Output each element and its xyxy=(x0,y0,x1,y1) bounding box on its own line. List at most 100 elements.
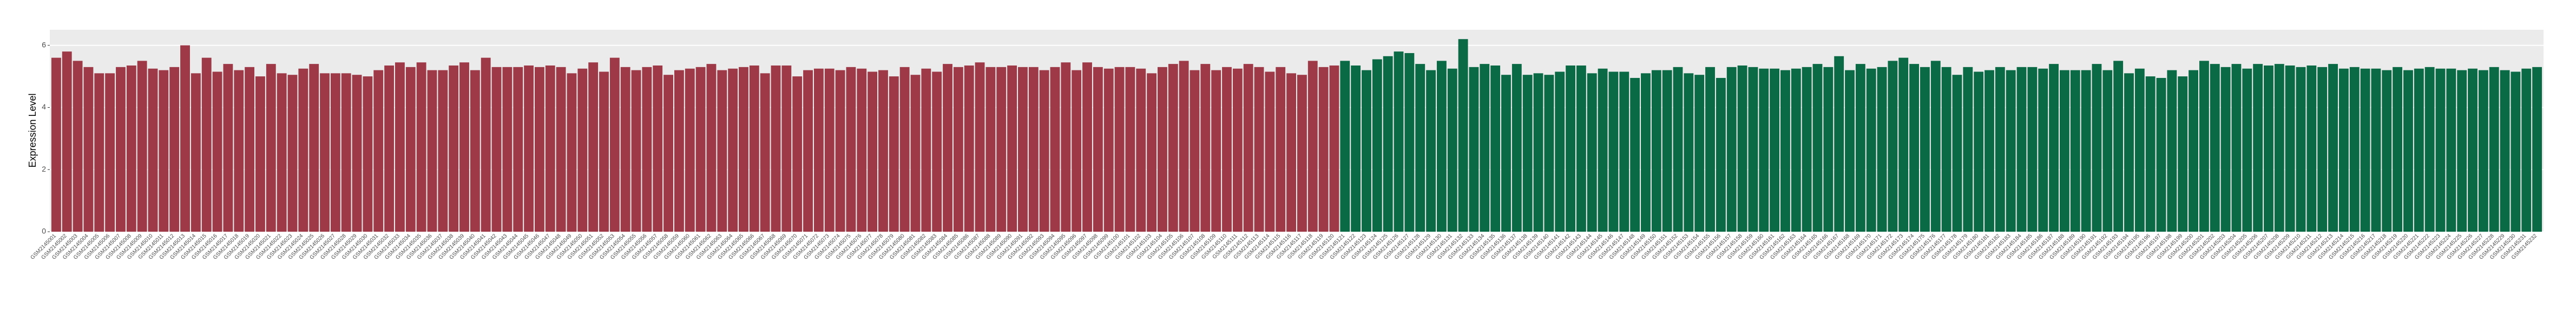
bar xyxy=(2092,64,2102,232)
bar xyxy=(609,57,620,232)
bar xyxy=(653,65,663,232)
bar xyxy=(2038,68,2048,232)
bar xyxy=(1200,64,1211,232)
bar xyxy=(1855,64,1865,232)
bar xyxy=(1812,64,1823,232)
y-tick-label: 4 xyxy=(42,102,46,111)
bar xyxy=(395,62,405,232)
bar xyxy=(1125,67,1135,232)
bar xyxy=(717,70,727,232)
bar xyxy=(1318,67,1329,232)
bar xyxy=(2242,68,2252,232)
bar xyxy=(1469,67,1479,232)
bar xyxy=(352,75,362,232)
bar xyxy=(2349,67,2360,232)
bar xyxy=(169,67,180,232)
bar xyxy=(1587,73,1597,232)
bar xyxy=(2102,70,2113,232)
bar xyxy=(1533,73,1543,232)
bar xyxy=(201,57,212,232)
bar xyxy=(1018,67,1028,232)
bar xyxy=(341,73,351,232)
bar xyxy=(1995,67,2005,232)
bar xyxy=(1748,67,1758,232)
bar xyxy=(2457,70,2467,232)
bar xyxy=(1039,70,1049,232)
bar xyxy=(1114,67,1125,232)
bar xyxy=(642,67,652,232)
bar xyxy=(943,64,952,232)
bar xyxy=(2059,70,2069,232)
bar xyxy=(1415,64,1425,232)
bar xyxy=(964,65,974,232)
bar xyxy=(1136,68,1146,232)
bar xyxy=(577,68,588,232)
bar xyxy=(1598,68,1608,232)
bar xyxy=(1963,67,1973,232)
bar xyxy=(1404,53,1415,232)
bar xyxy=(245,67,255,232)
bar xyxy=(223,64,233,232)
bar xyxy=(2360,68,2370,232)
bar xyxy=(781,65,792,232)
bar xyxy=(524,65,534,232)
bar xyxy=(1168,64,1178,232)
bar xyxy=(105,73,115,232)
bar xyxy=(438,70,448,232)
bar xyxy=(1845,70,1855,232)
bar xyxy=(792,76,803,232)
bar xyxy=(287,75,298,232)
bar xyxy=(1436,61,1447,232)
bar xyxy=(1093,67,1103,232)
y-tick-label: 6 xyxy=(42,40,46,49)
bar xyxy=(159,70,169,232)
bar xyxy=(2145,76,2156,232)
bar xyxy=(2070,70,2080,232)
bar xyxy=(846,67,856,232)
bar xyxy=(728,68,738,232)
bar xyxy=(502,67,512,232)
bar xyxy=(739,67,748,232)
bar xyxy=(1190,70,1200,232)
bar xyxy=(985,67,996,232)
bar xyxy=(266,64,276,232)
bar xyxy=(277,73,287,232)
bar xyxy=(749,65,759,232)
bar xyxy=(1770,68,1780,232)
bar xyxy=(1802,67,1812,232)
bar xyxy=(1243,64,1253,232)
bar xyxy=(190,73,201,232)
bar xyxy=(1759,68,1769,232)
bar xyxy=(1329,65,1339,232)
bar xyxy=(2113,61,2124,232)
bar xyxy=(1651,70,1661,232)
bar xyxy=(2199,61,2209,232)
bar xyxy=(481,57,491,232)
bar xyxy=(1222,67,1232,232)
bar xyxy=(449,65,459,232)
bar xyxy=(1834,56,1844,232)
bar xyxy=(1286,73,1297,232)
bar xyxy=(2468,68,2478,232)
bar xyxy=(2210,64,2220,232)
bar xyxy=(416,62,426,232)
bar xyxy=(674,70,684,232)
bar xyxy=(1694,75,1705,232)
bar xyxy=(760,73,770,232)
bar xyxy=(878,70,888,232)
bar xyxy=(1447,68,1457,232)
bar xyxy=(1082,62,1092,232)
bar xyxy=(1737,65,1747,232)
bar xyxy=(51,57,61,232)
bar xyxy=(1307,61,1318,232)
bar xyxy=(685,68,695,232)
bar xyxy=(868,71,878,232)
bar xyxy=(1383,56,1393,232)
bar xyxy=(62,51,72,232)
bar xyxy=(2264,65,2273,232)
bar xyxy=(2016,67,2027,232)
bar xyxy=(2478,70,2488,232)
bar xyxy=(298,68,308,232)
bar xyxy=(148,68,158,232)
